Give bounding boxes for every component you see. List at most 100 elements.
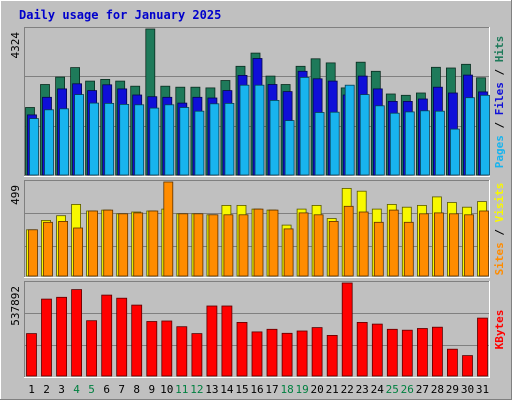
bar-kbytes-day-10 (161, 320, 173, 377)
bar-kbytes-day-17 (266, 328, 278, 377)
bar-pages-day-20 (314, 112, 325, 176)
bar-pages-day-25 (389, 112, 400, 176)
bar-pages-day-10 (164, 104, 175, 176)
bar-pages-day-3 (59, 108, 69, 176)
bar-pages-day-26 (404, 111, 415, 176)
bar-pages-day-12 (194, 110, 205, 176)
bar-kbytes-day-23 (356, 321, 368, 377)
bar-sites-day-29 (448, 213, 459, 277)
bar-sites-day-6 (103, 209, 114, 277)
x-tick-label-day-6: 6 (103, 383, 110, 396)
x-tick-label-day-13: 13 (205, 383, 218, 396)
bar-pages-day-17 (269, 100, 280, 176)
x-tick-label-day-1: 1 (28, 383, 35, 396)
x-tick-label-day-20: 20 (310, 383, 323, 396)
legend-visits: Visits (493, 183, 506, 223)
x-tick-label-day-28: 28 (431, 383, 444, 396)
bar-pages-day-4 (74, 94, 84, 176)
bar-kbytes-day-26 (401, 329, 413, 377)
bar-kbytes-day-2 (41, 298, 52, 377)
bar-sites-day-2 (43, 221, 53, 277)
x-tick-label-day-25: 25 (386, 383, 399, 396)
x-tick-label-day-5: 5 (88, 383, 95, 396)
bar-sites-day-13 (208, 214, 219, 277)
bar-pages-day-21 (329, 111, 340, 176)
bar-kbytes-day-16 (251, 331, 263, 377)
bar-kbytes-day-8 (131, 304, 143, 377)
bar-sites-day-5 (88, 210, 98, 277)
bar-kbytes-day-25 (386, 328, 398, 377)
bar-pages-day-24 (374, 105, 385, 176)
panel-kbytes-legend: KBytes (493, 310, 506, 350)
bar-pages-day-8 (134, 104, 145, 176)
legend-files: Files (493, 82, 506, 115)
bar-kbytes-day-24 (371, 323, 383, 377)
legend-kbytes: KBytes (493, 310, 506, 350)
bar-pages-day-7 (119, 104, 130, 176)
bar-sites-day-12 (193, 213, 204, 277)
bar-sites-day-11 (178, 213, 189, 277)
bar-sites-day-7 (118, 213, 129, 277)
bar-kbytes-day-14 (221, 305, 233, 377)
panel-kbytes-max-label: 537892 (9, 286, 22, 326)
legend-separator: / (493, 115, 506, 135)
bar-pages-day-1 (29, 118, 39, 176)
legend-hits: Hits (493, 36, 506, 63)
panel-visits_sites-max-label: 499 (9, 185, 22, 205)
bar-sites-day-4 (73, 227, 83, 277)
bar-kbytes-day-7 (116, 297, 128, 377)
x-tick-label-day-11: 11 (175, 383, 188, 396)
bar-sites-day-18 (283, 228, 294, 277)
bar-pages-day-29 (449, 128, 460, 176)
bar-sites-day-20 (313, 214, 324, 277)
bar-pages-day-11 (179, 107, 190, 176)
bar-pages-day-16 (254, 84, 265, 176)
bar-sites-day-15 (238, 214, 249, 277)
bar-kbytes-day-21 (326, 334, 338, 377)
bar-sites-day-31 (479, 210, 489, 277)
bar-kbytes-day-27 (416, 328, 428, 377)
x-tick-label-day-4: 4 (73, 383, 80, 396)
x-tick-label-day-31: 31 (476, 383, 489, 396)
x-tick-label-day-17: 17 (265, 383, 278, 396)
bar-kbytes-day-19 (296, 330, 308, 377)
x-tick-label-day-12: 12 (190, 383, 203, 396)
x-tick-label-day-22: 22 (341, 383, 354, 396)
x-tick-label-day-15: 15 (235, 383, 248, 396)
bar-pages-day-9 (149, 107, 160, 176)
bar-kbytes-day-29 (446, 348, 458, 377)
bar-kbytes-day-3 (56, 296, 67, 377)
bar-pages-day-13 (209, 103, 220, 176)
bar-pages-day-2 (44, 109, 54, 176)
bar-sites-day-1 (28, 229, 38, 277)
x-tick-label-day-19: 19 (295, 383, 308, 396)
bar-kbytes-day-1 (26, 333, 37, 377)
x-tick-label-day-2: 2 (43, 383, 50, 396)
bar-sites-day-10 (163, 181, 174, 277)
bar-pages-day-6 (104, 103, 115, 176)
bar-sites-day-25 (388, 209, 399, 277)
bar-kbytes-day-5 (86, 320, 97, 377)
bar-sites-day-24 (373, 221, 384, 277)
x-tick-label-day-21: 21 (326, 383, 339, 396)
bar-sites-day-3 (58, 220, 68, 277)
bar-kbytes-day-15 (236, 321, 248, 377)
bar-sites-day-14 (223, 214, 234, 277)
panel-visits_sites-legend: Sites / Visits (493, 183, 506, 276)
bar-sites-day-22 (343, 205, 354, 277)
bar-pages-day-22 (344, 84, 355, 176)
bar-pages-day-18 (284, 120, 295, 176)
bar-kbytes-day-9 (146, 321, 158, 377)
bar-kbytes-day-31 (477, 317, 488, 377)
bar-pages-day-23 (359, 94, 370, 176)
bar-sites-day-26 (403, 221, 414, 277)
bar-sites-day-16 (253, 208, 264, 277)
bar-pages-day-31 (480, 94, 490, 176)
x-tick-label-day-3: 3 (58, 383, 65, 396)
bar-kbytes-day-18 (281, 332, 293, 377)
bar-pages-day-19 (299, 77, 310, 176)
legend-separator: / (493, 222, 506, 242)
bar-sites-day-30 (464, 214, 474, 277)
panel-hits_files_pages-legend: Pages / Files / Hits (493, 36, 506, 169)
